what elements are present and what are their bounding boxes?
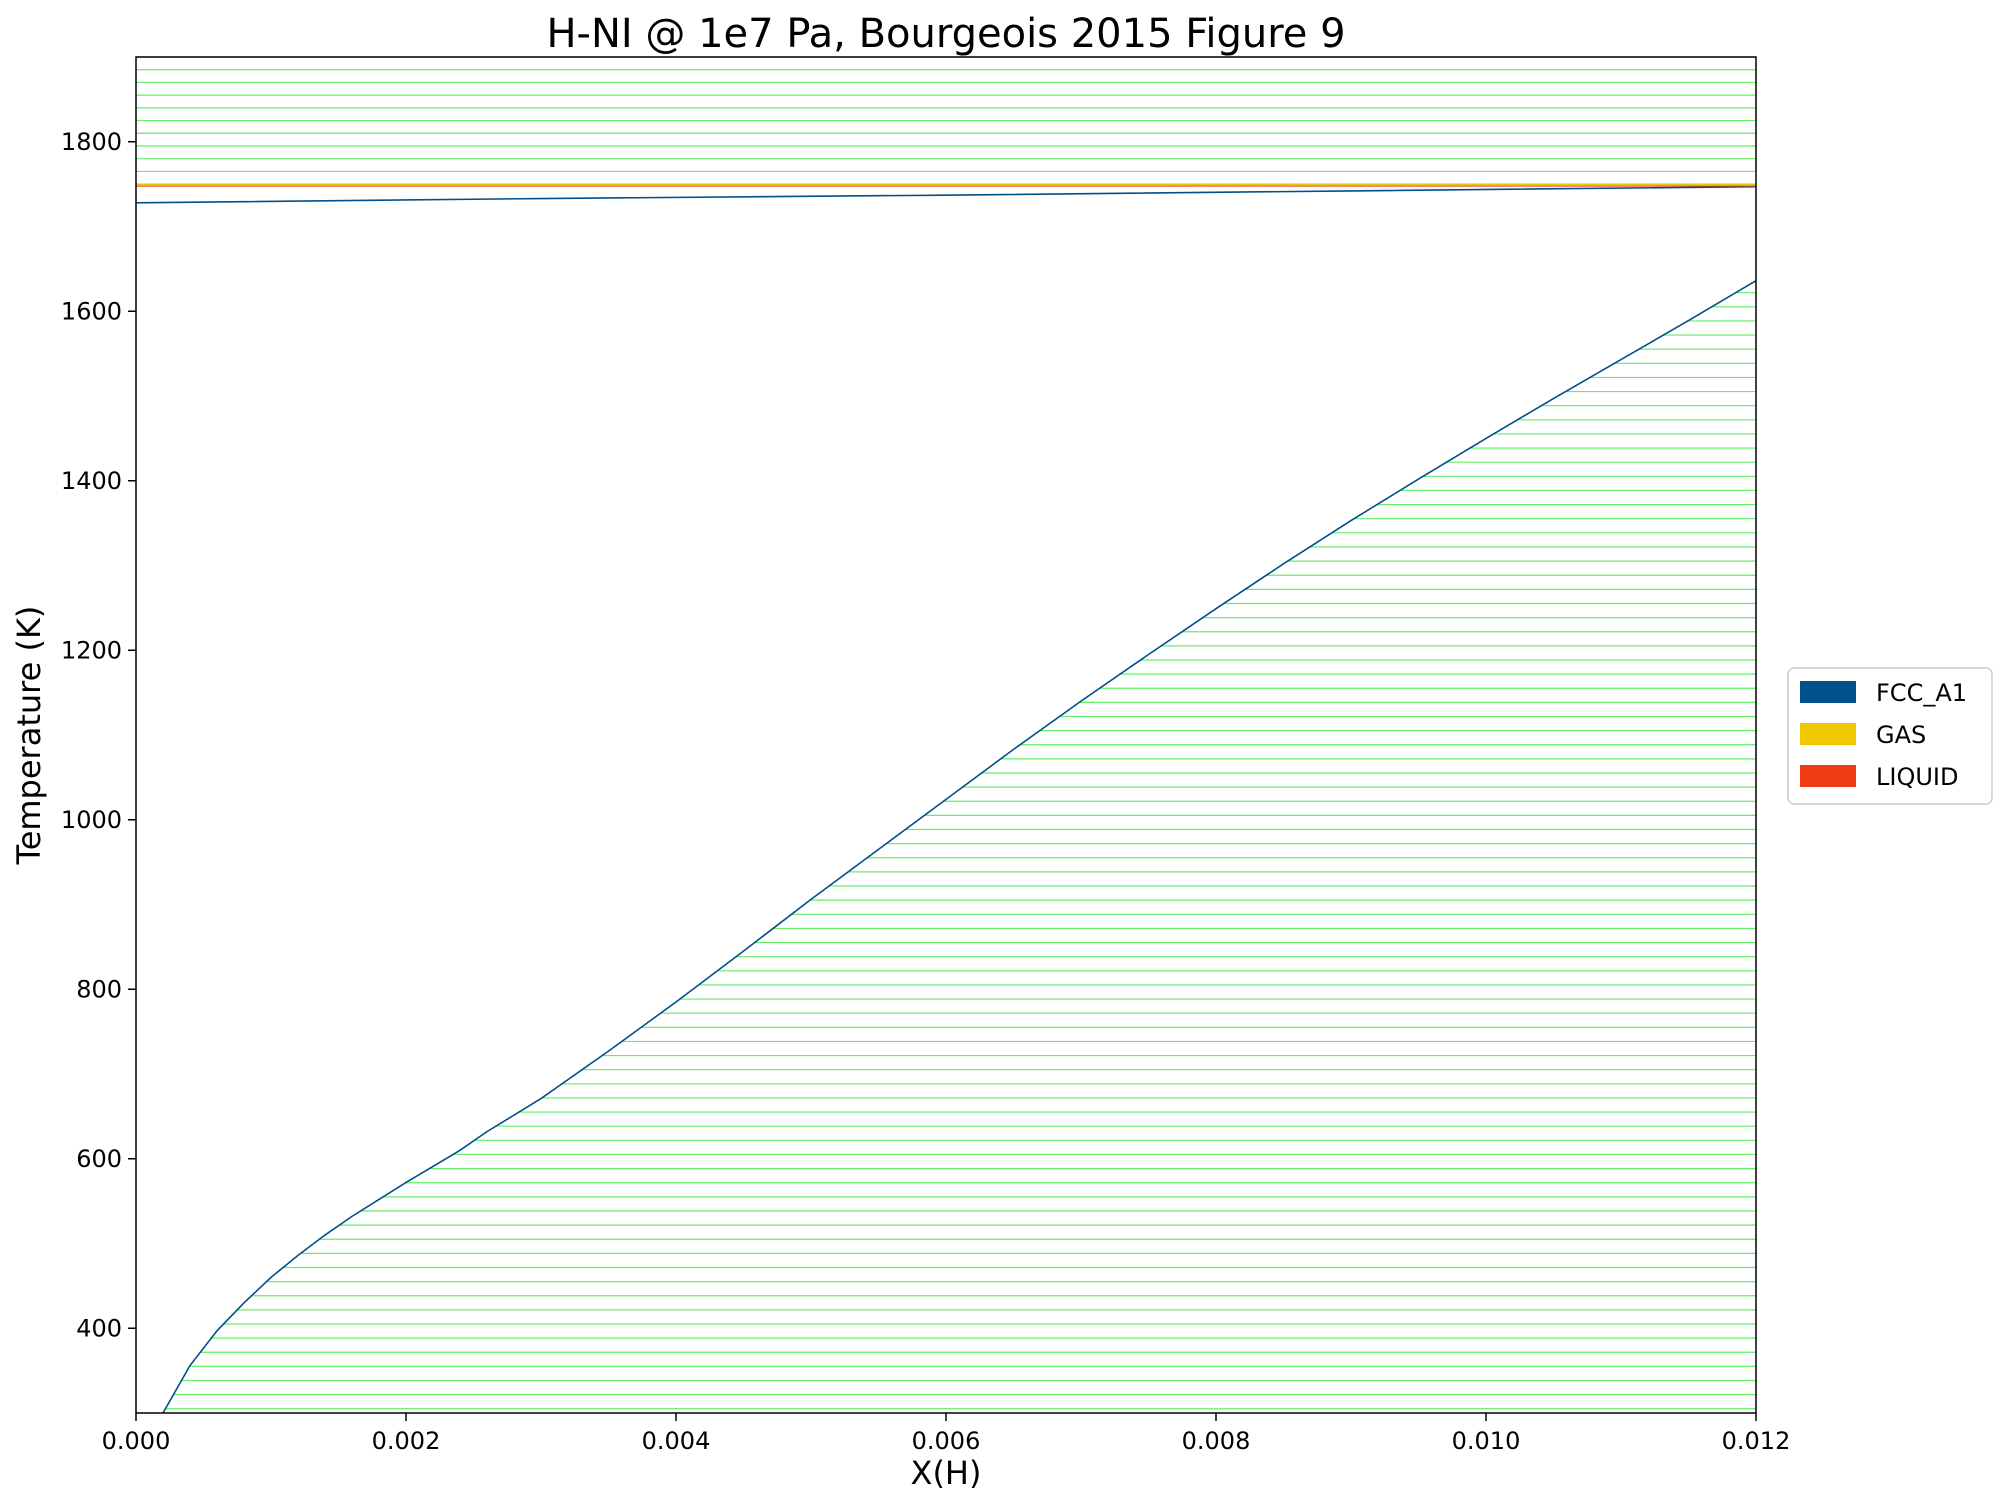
legend-label-fcc_a1: FCC_A1 bbox=[1876, 679, 1967, 707]
y-tick-label: 800 bbox=[76, 975, 122, 1003]
plot-frame bbox=[135, 56, 1757, 1414]
y-tick-label: 600 bbox=[76, 1145, 122, 1173]
series-line-fcc_a1-0 bbox=[162, 280, 1757, 1414]
x-axis-label: X(H) bbox=[911, 1454, 982, 1492]
legend-label-gas: GAS bbox=[1876, 721, 1926, 749]
y-tick-label: 1400 bbox=[61, 467, 122, 495]
legend-swatch-fcc_a1 bbox=[1800, 681, 1856, 703]
y-tick-label: 1200 bbox=[61, 636, 122, 664]
y-tick-label: 1600 bbox=[61, 297, 122, 325]
x-tick-label: 0.002 bbox=[372, 1427, 441, 1455]
legend-swatch-liquid bbox=[1800, 765, 1856, 787]
series-line-fcc_a1-1 bbox=[135, 185, 1757, 204]
y-tick-label: 1000 bbox=[61, 806, 122, 834]
x-axis: 0.000 0.002 0.004 0.006 0.008 0.010 0.012 bbox=[102, 1413, 1791, 1455]
y-tick-label: 400 bbox=[76, 1314, 122, 1342]
x-tick-label: 0.006 bbox=[912, 1427, 981, 1455]
x-tick-label: 0.008 bbox=[1182, 1427, 1251, 1455]
y-tick-label: 1800 bbox=[61, 128, 122, 156]
x-tick-label: 0.000 bbox=[102, 1427, 171, 1455]
chart-title: H-NI @ 1e7 Pa, Bourgeois 2015 Figure 9 bbox=[546, 11, 1345, 57]
x-tick-label: 0.004 bbox=[642, 1427, 711, 1455]
legend-swatch-gas bbox=[1800, 723, 1856, 745]
legend-label-liquid: LIQUID bbox=[1876, 763, 1958, 791]
x-tick-label: 0.012 bbox=[1722, 1427, 1791, 1455]
series-layer bbox=[135, 184, 1757, 1414]
y-axis: 400 600 800 1000 1200 1400 1600 1800 bbox=[61, 128, 136, 1342]
tieline-layer bbox=[136, 56, 1756, 1410]
x-tick-label: 0.010 bbox=[1452, 1427, 1521, 1455]
legend: FCC_A1 GAS LIQUID bbox=[1787, 667, 1993, 805]
y-axis-label: Temperature (K) bbox=[10, 606, 48, 866]
